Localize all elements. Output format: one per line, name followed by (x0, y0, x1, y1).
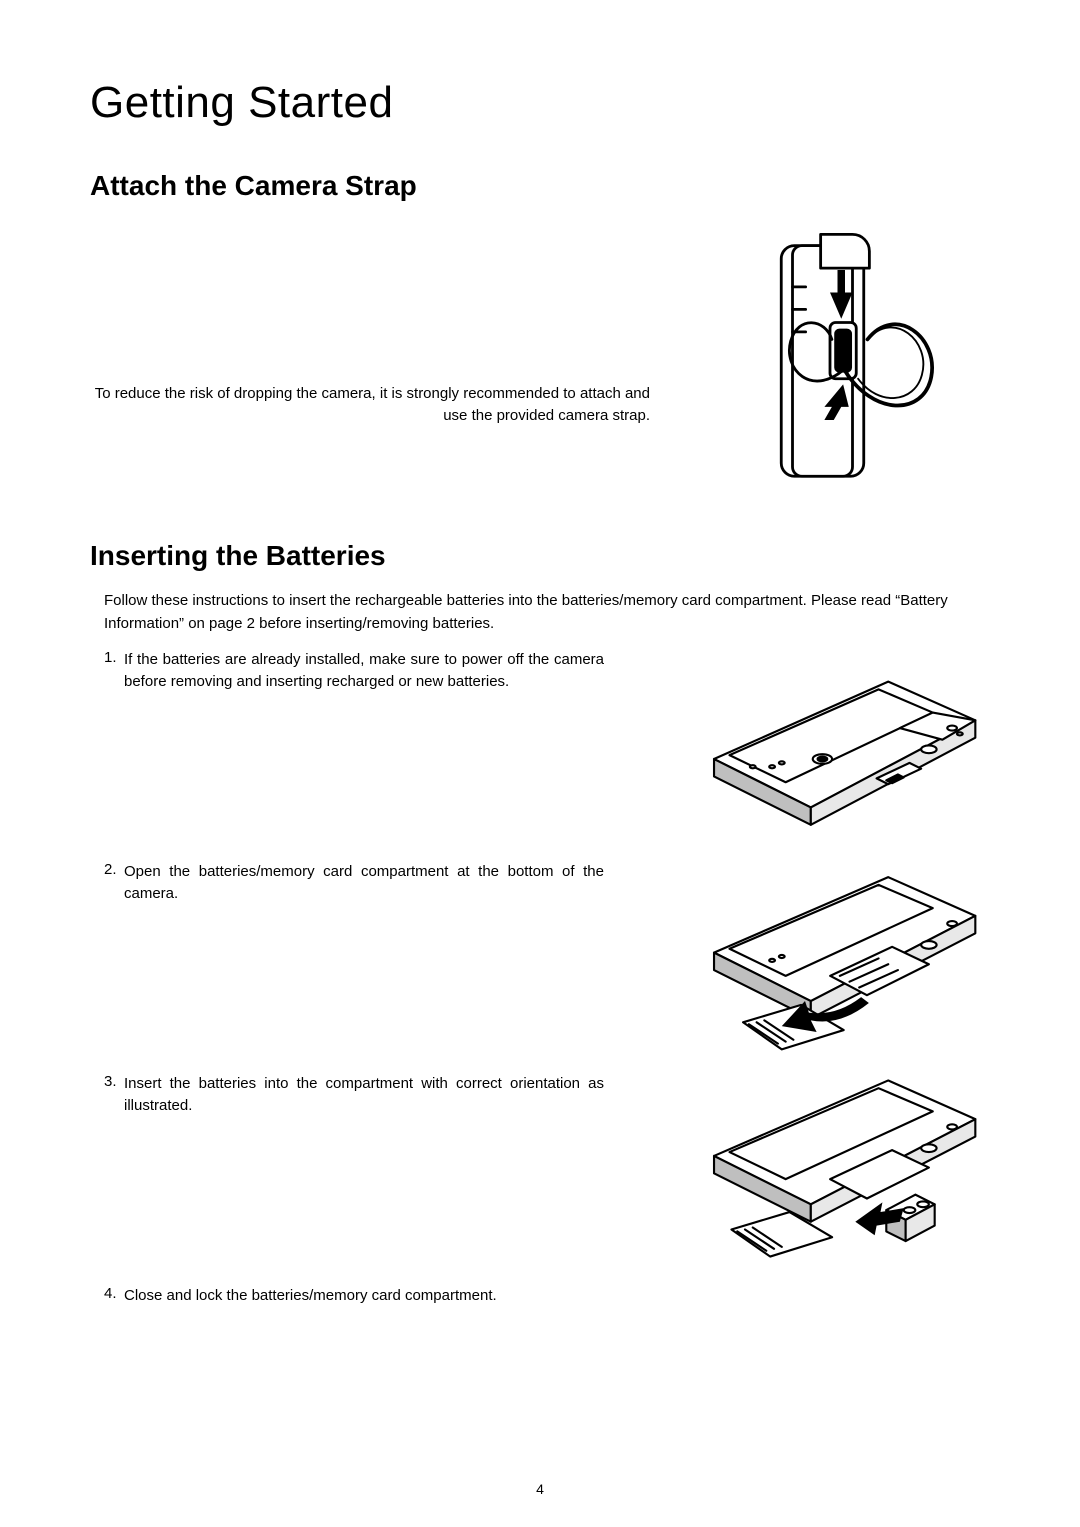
step-text: If the batteries are already installed, … (124, 649, 604, 693)
step-item: 2. Open the batteries/memory card compar… (104, 861, 990, 1061)
step-text: Insert the batteries into the compartmen… (124, 1073, 604, 1117)
step-number: 3. (104, 1073, 124, 1090)
step-text: Open the batteries/memory card compartme… (124, 861, 604, 905)
strap-illustration (670, 220, 990, 500)
step-number: 4. (104, 1285, 124, 1302)
camera-open-door-illustration (680, 861, 990, 1051)
strap-block: To reduce the risk of dropping the camer… (90, 220, 990, 500)
page-number: 4 (0, 1481, 1080, 1497)
step-item: 3. Insert the batteries into the compart… (104, 1073, 990, 1273)
camera-bottom-icon (685, 652, 985, 837)
camera-power-off-illustration (680, 649, 990, 839)
strap-body-text: To reduce the risk of dropping the camer… (90, 293, 670, 427)
camera-open-door-icon (685, 859, 985, 1054)
step-item: 4. Close and lock the batteries/memory c… (104, 1285, 990, 1325)
step-text: Close and lock the batteries/memory card… (124, 1285, 604, 1307)
section-heading-strap: Attach the Camera Strap (90, 170, 990, 202)
step-number: 1. (104, 649, 124, 666)
batteries-intro: Follow these instructions to insert the … (104, 590, 990, 635)
batteries-steps-list: 1. If the batteries are already installe… (104, 649, 990, 1325)
section-heading-batteries: Inserting the Batteries (90, 540, 990, 572)
page-title: Getting Started (90, 78, 990, 128)
step-item: 1. If the batteries are already installe… (104, 649, 990, 849)
camera-insert-battery-illustration (680, 1073, 990, 1263)
step-number: 2. (104, 861, 124, 878)
camera-strap-icon (680, 225, 980, 495)
manual-page: Getting Started Attach the Camera Strap … (0, 0, 1080, 1527)
camera-insert-battery-icon (685, 1066, 985, 1271)
